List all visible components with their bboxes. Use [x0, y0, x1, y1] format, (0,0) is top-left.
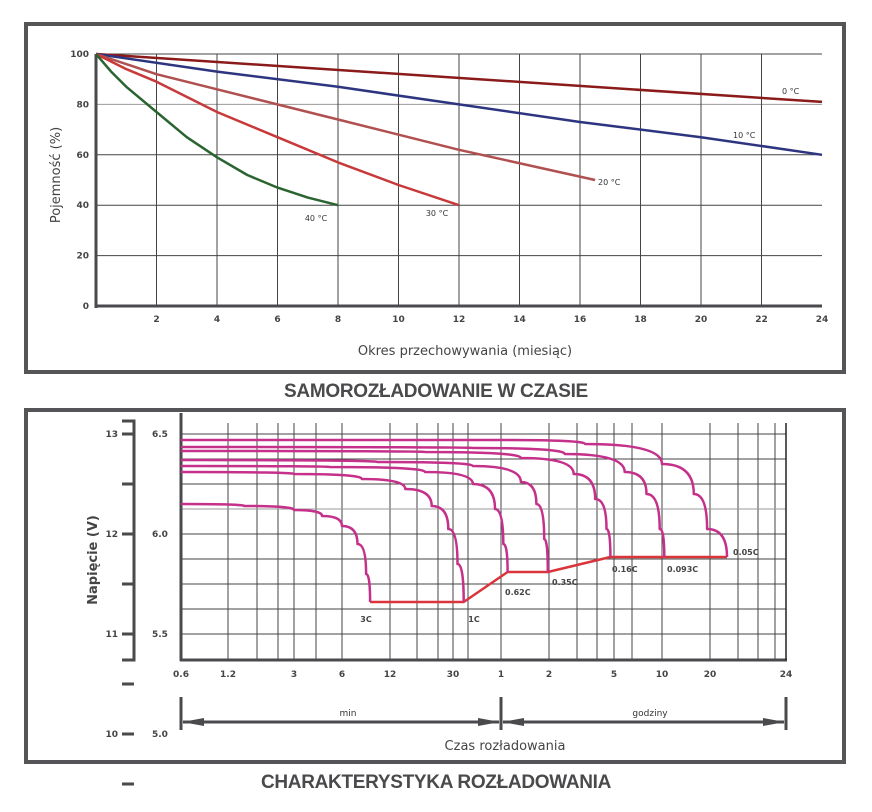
y-axis-title: Napięcie (V): [86, 515, 101, 605]
x-tick-label: 2: [153, 315, 159, 325]
y-tick-label: 20: [76, 252, 89, 262]
x-tick-label: 12: [453, 315, 466, 325]
curve-label: 0.16C: [612, 565, 638, 574]
series-label: 20 °C: [598, 178, 621, 187]
y-tick-label-12v: 13: [105, 430, 118, 440]
x-tick-label: 20: [695, 315, 708, 325]
y-axis-title: Pojemność (%): [49, 127, 64, 223]
curve-label: 0.62C: [505, 588, 531, 597]
x-axis-title: Okres przechowywania (miesiąc): [358, 344, 572, 359]
arrowhead-right-icon: [763, 718, 785, 726]
y-tick-label: 0: [83, 302, 89, 312]
y-axis-12v: [122, 419, 136, 662]
x-tick-label: 24: [816, 315, 829, 325]
series-label: 10 °C: [733, 131, 756, 140]
x-axis-title: Czas rozładowania: [445, 739, 566, 754]
series-line: [95, 53, 339, 207]
range-label-min: min: [340, 709, 357, 719]
x-tick-label: 18: [634, 315, 647, 325]
y-tick-label-12v: 11: [105, 630, 118, 640]
y-tick-label-6v: 6.5: [152, 430, 168, 440]
discharge-curve: [180, 464, 509, 573]
x-tick-label: 10: [392, 315, 405, 325]
y-tick-label: 100: [70, 50, 89, 60]
x-tick-label: 20: [704, 670, 717, 680]
series-label: 40 °C: [305, 214, 328, 223]
discharge-caption: CHARAKTERYSTYKA ROZŁADOWANIA: [260, 772, 612, 793]
curve-label: 0.093C: [667, 565, 698, 574]
x-tick-label: 6: [339, 670, 345, 680]
x-tick-label: 10: [656, 670, 669, 680]
x-tick-label: 12: [384, 670, 397, 680]
range-label-hours: godziny: [632, 709, 668, 719]
x-tick-label: 4: [214, 315, 220, 325]
discharge-characteristics-panel: [24, 408, 846, 764]
x-tick-label: 2: [546, 670, 552, 680]
x-tick-label: 14: [513, 315, 526, 325]
y-tick-label: 40: [76, 201, 89, 211]
discharge-curve: [181, 438, 729, 558]
curve-label: 0.05C: [733, 548, 759, 557]
discharge-curve: [180, 502, 372, 603]
y-tick-label-6v: 5.5: [152, 630, 168, 640]
x-tick-label: 22: [755, 315, 768, 325]
arrowhead-right-icon: [478, 718, 500, 726]
x-tick-label: 0.6: [173, 670, 189, 680]
series-line: [95, 52, 823, 157]
y-tick-label-12v: 12: [105, 530, 118, 540]
x-tick-label: 5: [611, 670, 617, 680]
y-tick-label-6v: 6.0: [152, 530, 168, 540]
y-tick-label: 60: [76, 151, 89, 161]
x-tick-label: 24: [780, 670, 793, 680]
arrowhead-left-icon: [502, 718, 524, 726]
curve-label: 3C: [360, 615, 372, 624]
discharge-curve: [180, 470, 465, 603]
x-tick-label: 1: [498, 670, 504, 680]
series-label: 0 °C: [782, 87, 800, 96]
discharge-curve: [180, 449, 612, 558]
x-tick-label: 16: [574, 315, 587, 325]
arrowhead-left-icon: [182, 718, 204, 726]
y-tick-label-6v: 5.0: [152, 730, 168, 740]
x-tick-label: 3: [291, 670, 297, 680]
y-tick-label-12v: 10: [105, 730, 118, 740]
x-tick-label: 30: [447, 670, 460, 680]
series-line: [95, 52, 460, 207]
series-line: [95, 52, 823, 104]
series-label: 30 °C: [426, 209, 449, 218]
discharge-curve: [180, 445, 666, 558]
curve-label: 0.35C: [552, 578, 578, 587]
curve-label: 1C: [468, 615, 480, 624]
y-tick-label: 80: [76, 100, 89, 110]
self-discharge-caption: SAMOROZŁADOWANIE W CZASIE: [284, 381, 588, 402]
series-line: [95, 52, 596, 182]
x-tick-label: 8: [335, 315, 341, 325]
x-tick-label: 1.2: [220, 670, 236, 680]
discharge-curve: [180, 458, 550, 573]
x-tick-label: 6: [274, 315, 280, 325]
